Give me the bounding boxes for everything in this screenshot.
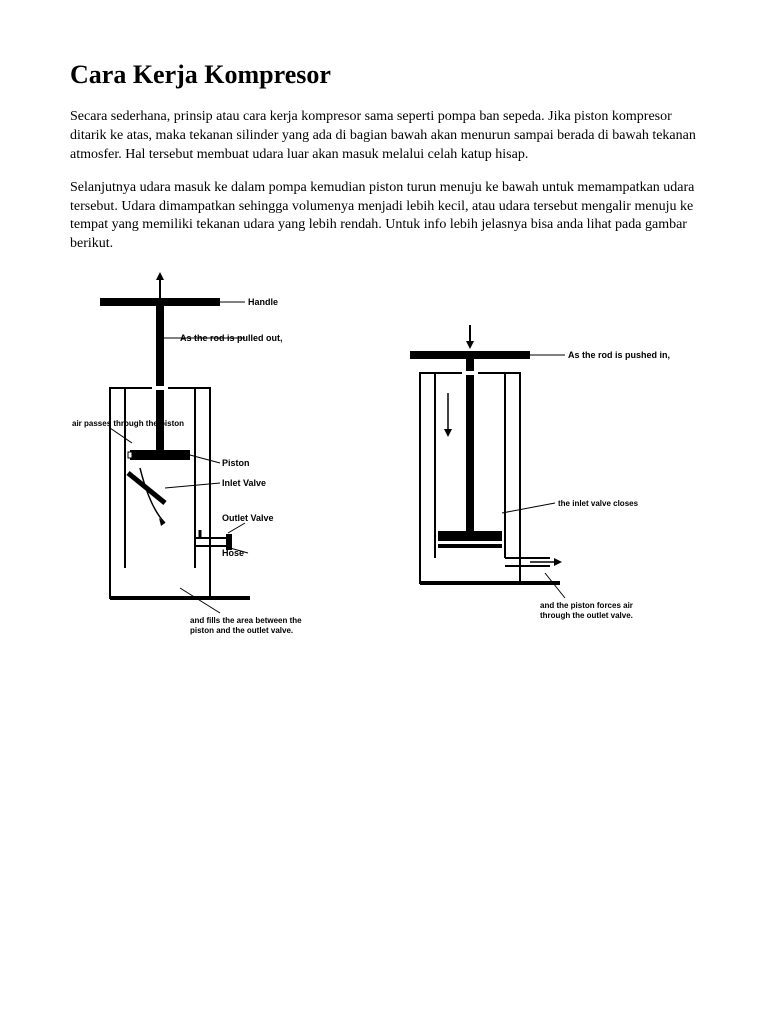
label-fills-1: and fills the area between the (190, 616, 302, 625)
label-inlet-valve: Inlet Valve (222, 478, 266, 488)
label-piston: Piston (222, 458, 250, 468)
label-handle: Handle (248, 297, 278, 307)
label-forces-1: and the piston forces air (540, 601, 633, 610)
diagram-pump-in: As the rod is pushed in, the inlet valve… (380, 323, 680, 648)
label-hose: Hose (222, 548, 244, 558)
label-forces-2: through the outlet valve. (540, 611, 633, 620)
diagram-row: Handle As the rod is pulled out, air pas… (70, 268, 698, 648)
label-fills-2: piston and the outlet valve. (190, 626, 293, 635)
paragraph-1: Secara sederhana, prinsip atau cara kerj… (70, 108, 698, 165)
label-rod-pushed: As the rod is pushed in, (568, 350, 670, 360)
page-title: Cara Kerja Kompresor (70, 60, 698, 90)
label-outlet-valve: Outlet Valve (222, 513, 274, 523)
paragraph-2: Selanjutnya udara masuk ke dalam pompa k… (70, 179, 698, 255)
label-air-passes: air passes through the piston (72, 419, 184, 428)
label-inlet-closes: the inlet valve closes (558, 499, 639, 508)
diagram-pump-out: Handle As the rod is pulled out, air pas… (70, 268, 360, 648)
label-rod-pulled: As the rod is pulled out, (180, 333, 283, 343)
